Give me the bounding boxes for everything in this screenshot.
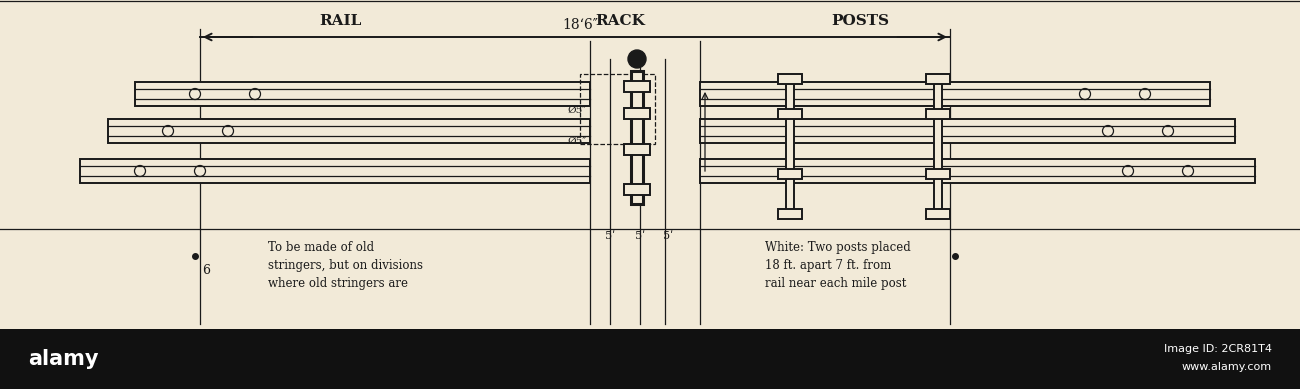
Text: 5ʹ: 5ʹ [634, 231, 645, 241]
Bar [624, 144, 650, 154]
Text: www.alamy.com: www.alamy.com [1182, 362, 1271, 372]
Bar [933, 79, 942, 214]
Bar [624, 184, 650, 194]
Bar [630, 71, 644, 204]
Text: White: Two posts placed
18 ft. apart 7 ft. from
rail near each mile post: White: Two posts placed 18 ft. apart 7 f… [764, 241, 911, 290]
Text: 18‘6″: 18‘6″ [562, 18, 598, 32]
Text: To be made of old
stringers, but on divisions
where old stringers are: To be made of old stringers, but on divi… [268, 241, 422, 290]
Text: Image ID: 2CR81T4: Image ID: 2CR81T4 [1164, 344, 1271, 354]
Bar [135, 82, 590, 106]
Bar [624, 81, 650, 91]
Text: POSTS: POSTS [831, 14, 889, 28]
Bar [777, 109, 802, 119]
Text: Ø5″: Ø5″ [568, 137, 588, 145]
Text: alamy: alamy [29, 349, 99, 369]
Bar [786, 79, 794, 214]
Bar [926, 74, 950, 84]
Text: 5ʹ: 5ʹ [604, 231, 615, 241]
Bar [926, 109, 950, 119]
Bar [580, 74, 655, 144]
Bar [926, 169, 950, 179]
Bar [926, 209, 950, 219]
Text: RACK: RACK [595, 14, 645, 28]
Text: 5ʹ: 5ʹ [663, 231, 673, 241]
Bar [777, 209, 802, 219]
Circle shape [628, 50, 646, 68]
Bar [777, 169, 802, 179]
Text: 6: 6 [202, 265, 211, 277]
Bar [699, 119, 1235, 143]
Bar [624, 107, 650, 119]
Bar [0, 329, 1300, 389]
Text: Ø5″: Ø5″ [568, 105, 588, 114]
Bar [108, 119, 590, 143]
Bar [81, 159, 590, 183]
Text: RAIL: RAIL [318, 14, 361, 28]
Bar [699, 159, 1254, 183]
Bar [777, 74, 802, 84]
Bar [699, 82, 1210, 106]
